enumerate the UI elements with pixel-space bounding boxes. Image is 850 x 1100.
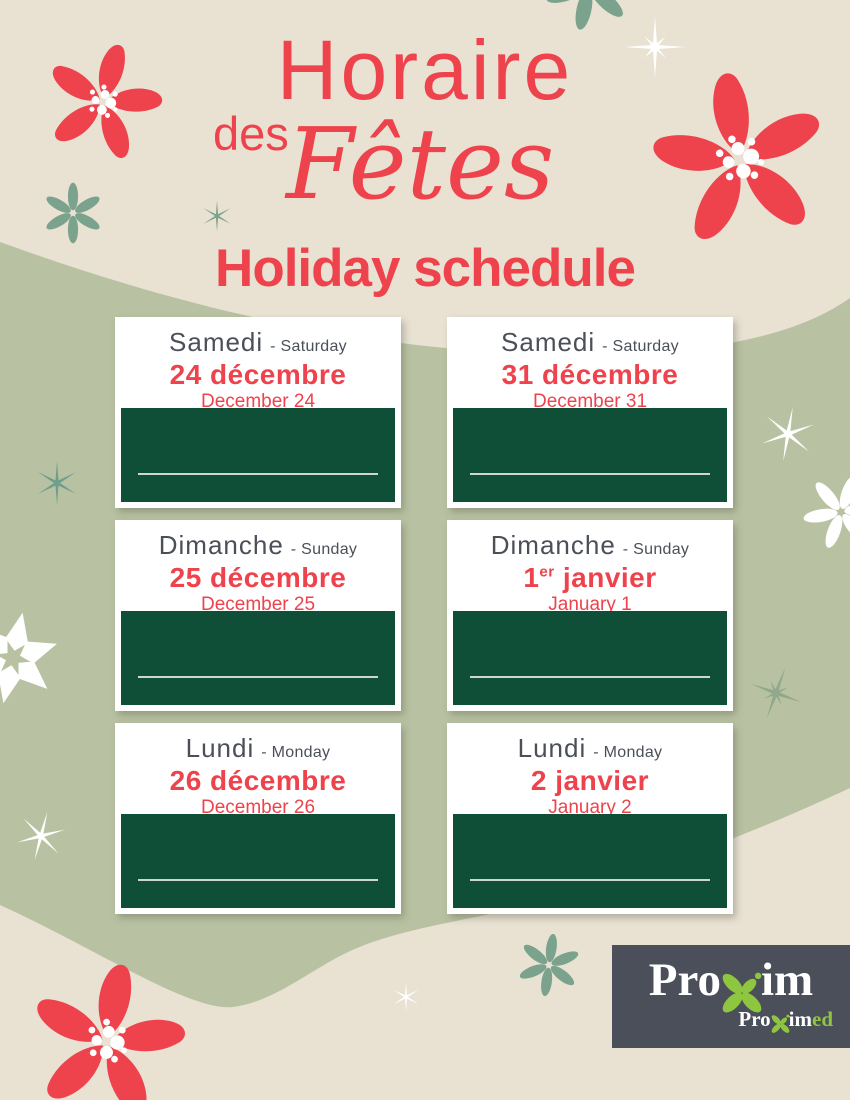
day-line: Samedi - Saturday xyxy=(447,329,733,359)
card-header: Dimanche - Sunday 1er janvier January 1 xyxy=(447,520,733,614)
day-french: Dimanche xyxy=(490,530,616,560)
title-horaire: Horaire xyxy=(276,23,574,117)
date-english: December 25 xyxy=(200,594,316,615)
date-number: 25 xyxy=(169,562,202,593)
date-english: December 31 xyxy=(532,391,648,412)
hours-blank-line xyxy=(138,879,378,881)
schedule-card-dec31: Samedi - Saturday 31 décembre December 3… xyxy=(447,317,733,508)
title-subtitle: Holiday schedule xyxy=(215,239,636,298)
hours-writing-board xyxy=(453,814,727,908)
hours-blank-line xyxy=(470,473,710,475)
day-french: Samedi xyxy=(501,327,596,357)
date-number: 26 xyxy=(169,765,202,796)
date-ordinal: er xyxy=(539,563,555,581)
day-english: - Monday xyxy=(261,744,331,761)
hours-writing-board xyxy=(453,611,727,705)
schedule-card-jan1: Dimanche - Sunday 1er janvier January 1 xyxy=(447,520,733,711)
subbrand-text-post: ed xyxy=(812,1007,833,1031)
day-french: Dimanche xyxy=(158,530,284,560)
day-english: - Sunday xyxy=(622,541,690,558)
date-english: January 2 xyxy=(548,797,632,818)
date-month: décembre xyxy=(533,359,679,390)
date-month: janvier xyxy=(547,765,650,796)
brand-text-pre: Pro xyxy=(648,954,721,1006)
card-header: Samedi - Saturday 31 décembre December 3… xyxy=(447,317,733,411)
proxim-logo-box: Pro im Pro im ed xyxy=(612,945,850,1048)
brand-text-post: im xyxy=(761,954,814,1006)
hours-writing-board xyxy=(121,408,395,502)
hours-blank-line xyxy=(138,473,378,475)
schedule-card-dec24: Samedi - Saturday 24 décembre December 2… xyxy=(115,317,401,508)
title-fetes: Fêtes xyxy=(286,108,555,222)
day-english: - Sunday xyxy=(290,541,358,558)
hours-writing-board xyxy=(453,408,727,502)
card-header: Dimanche - Sunday 25 décembre December 2… xyxy=(115,520,401,614)
date-english: January 1 xyxy=(548,594,632,615)
day-french: Lundi xyxy=(517,733,587,763)
date-month: décembre xyxy=(201,359,347,390)
subbrand-text-pre: Pro xyxy=(738,1007,771,1031)
date-french: 26 décembre xyxy=(115,767,401,795)
day-line: Lundi - Monday xyxy=(447,735,733,765)
day-french: Lundi xyxy=(185,733,255,763)
subbrand-text-mid: im xyxy=(788,1007,812,1031)
date-french: 2 janvier xyxy=(447,767,733,795)
day-french: Samedi xyxy=(169,327,264,357)
day-line: Samedi - Saturday xyxy=(115,329,401,359)
schedule-card-dec26: Lundi - Monday 26 décembre December 26 xyxy=(115,723,401,914)
date-french: 25 décembre xyxy=(115,564,401,592)
date-month: janvier xyxy=(554,562,657,593)
day-line: Lundi - Monday xyxy=(115,735,401,765)
schedule-card-dec25: Dimanche - Sunday 25 décembre December 2… xyxy=(115,520,401,711)
date-month: décembre xyxy=(201,562,347,593)
card-header: Lundi - Monday 26 décembre December 26 xyxy=(115,723,401,817)
hours-blank-line xyxy=(470,676,710,678)
proximed-wordmark: Pro im ed xyxy=(738,1007,833,1033)
proxim-x-icon xyxy=(722,972,762,1013)
date-french: 1er janvier xyxy=(447,564,733,592)
date-month: décembre xyxy=(201,765,347,796)
date-english: December 26 xyxy=(200,797,316,818)
day-english: - Saturday xyxy=(270,338,347,355)
date-number: 1 xyxy=(523,562,540,593)
card-header: Lundi - Monday 2 janvier January 2 xyxy=(447,723,733,817)
day-english: - Saturday xyxy=(602,338,679,355)
hours-writing-board xyxy=(121,814,395,908)
proxim-wordmark: Pro im xyxy=(612,954,850,1013)
proximed-x-icon xyxy=(771,1014,789,1033)
title-des: des xyxy=(213,107,289,160)
day-line: Dimanche - Sunday xyxy=(115,532,401,562)
day-line: Dimanche - Sunday xyxy=(447,532,733,562)
date-french: 31 décembre xyxy=(447,361,733,389)
hours-blank-line xyxy=(470,879,710,881)
schedule-card-jan2: Lundi - Monday 2 janvier January 2 xyxy=(447,723,733,914)
hours-blank-line xyxy=(138,676,378,678)
date-french: 24 décembre xyxy=(115,361,401,389)
day-english: - Monday xyxy=(593,744,663,761)
date-number: 31 xyxy=(501,359,534,390)
date-number: 24 xyxy=(169,359,202,390)
date-english: December 24 xyxy=(200,391,316,412)
hours-writing-board xyxy=(121,611,395,705)
date-number: 2 xyxy=(530,765,547,796)
card-header: Samedi - Saturday 24 décembre December 2… xyxy=(115,317,401,411)
